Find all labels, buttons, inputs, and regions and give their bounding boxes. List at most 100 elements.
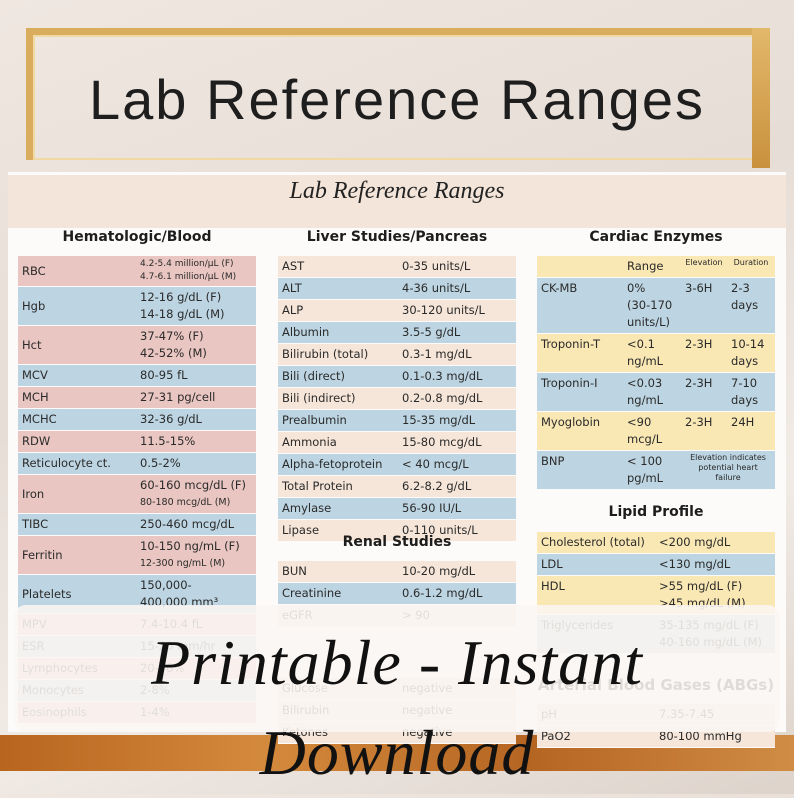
table-cell: Elevation indicates potential heart fail… [681, 451, 775, 489]
cell-text: 4.2-5.4 million/µL (F) [140, 259, 234, 269]
table-cell: < 40 mcg/L [398, 454, 516, 475]
table-row: CK-MB 0% (30-170 units/L) 3-6H 2-3 days [537, 278, 775, 334]
section-table: Range Elevation Duration CK-MB 0% (30-170 unit… [537, 256, 775, 490]
table-cell: MCV [18, 365, 136, 386]
table-row: ALT 4-36 units/L [278, 278, 516, 300]
table-cell: 15-80 mcg/dL [398, 432, 516, 453]
cell-text: 80-95 fL [140, 368, 188, 382]
cell-text: MCV [22, 368, 48, 382]
cell-text: Bili (indirect) [282, 391, 356, 405]
cell-text: 0.3-1 mg/dL [402, 347, 472, 361]
cell-text: 12-300 ng/mL (M) [140, 558, 226, 569]
cell-text: units/L) [627, 315, 671, 329]
cell-text: Alpha-fetoprotein [282, 457, 383, 471]
table-cell: 0% (30-170 units/L) [623, 278, 681, 333]
table-cell: Ammonia [278, 432, 398, 453]
cell-text: PaO2 [541, 729, 571, 743]
cell-text: Troponin-I [541, 376, 598, 390]
table-cell: < 100 pg/mL [623, 451, 681, 489]
table-cell: Bilirubin (total) [278, 344, 398, 365]
table-cell: 0.5-2% [136, 453, 256, 474]
cell-text: ALP [282, 303, 304, 317]
cell-text: mcg/L [627, 432, 663, 446]
table-cell: Ferritin [18, 536, 136, 574]
table-cell: 80-100 mmHg [655, 726, 775, 747]
cell-text: Platelets [22, 586, 72, 601]
cell-text: <200 mg/dL [659, 535, 731, 549]
cell-text: < 40 mcg/L [402, 457, 469, 471]
cell-text: Hct [22, 337, 42, 352]
cell-text: Range [627, 259, 664, 273]
table-cell: 27-31 pg/cell [136, 387, 256, 408]
table-cell: Range [623, 256, 681, 277]
table-cell: 250-460 mcg/dL [136, 514, 256, 535]
cell-text: < 100 [627, 454, 663, 468]
table-row: ALP 30-120 units/L [278, 300, 516, 322]
cell-text: 42-52% (M) [140, 346, 207, 360]
cell-text: BNP [541, 454, 565, 468]
table-row: LDL <130 mg/dL [537, 554, 775, 576]
table-cell: Hgb [18, 287, 136, 325]
cell-text: <0.03 [627, 376, 663, 390]
table-row: AST 0-35 units/L [278, 256, 516, 278]
cell-text: 60-160 mcg/dL (F) [140, 478, 247, 492]
cell-text: >55 mg/dL (F) [659, 579, 743, 593]
cell-text: 2-3H [685, 376, 713, 390]
table-row: Alpha-fetoprotein < 40 mcg/L [278, 454, 516, 476]
table-cell: BUN [278, 561, 398, 582]
table-cell: 10-14 days [727, 334, 775, 372]
cell-text: Duration [733, 258, 769, 267]
cell-text: 0-35 units/L [402, 259, 471, 273]
table-cell: 60-160 mcg/dL (F) 80-180 mcg/dL (M) [136, 475, 256, 513]
cell-text: 27-31 pg/cell [140, 390, 216, 404]
cell-text: Ammonia [282, 435, 337, 449]
table-cell: Myoglobin [537, 412, 623, 450]
table-cell: 0-110 units/L [398, 520, 516, 541]
gold-frame-edge [752, 28, 770, 168]
table-row: Iron 60-160 mcg/dL (F) 80-180 mcg/dL (M) [18, 475, 256, 514]
cell-text: 0.5-2% [140, 456, 181, 470]
table-cell: 7-10 days [727, 373, 775, 411]
table-cell: Amylase [278, 498, 398, 519]
table-cell: 10-20 mg/dL [398, 561, 516, 582]
cell-text: Myoglobin [541, 415, 601, 429]
table-cell: 2-3 days [727, 278, 775, 333]
cell-text: Creatinine [282, 586, 342, 600]
cell-text: 2-3H [685, 415, 713, 429]
table-cell: Alpha-fetoprotein [278, 454, 398, 475]
table-row: BNP < 100 pg/mL Elevation indicates potenti… [537, 451, 775, 490]
table-cell: BNP [537, 451, 623, 489]
cell-text: 30-120 units/L [402, 303, 485, 317]
cell-text: Reticulocyte ct. [22, 456, 111, 470]
section-title: Hematologic/Blood [62, 229, 212, 245]
table-row: BUN 10-20 mg/dL [278, 561, 516, 583]
table-cell: 12-16 g/dL (F) 14-18 g/dL (M) [136, 287, 256, 325]
table-cell: 2-3H [681, 334, 727, 372]
table-row: TIBC 250-460 mcg/dL [18, 514, 256, 536]
table-cell: ALP [278, 300, 398, 321]
table-cell: TIBC [18, 514, 136, 535]
table-cell: AST [278, 256, 398, 277]
cell-text: Lipase [282, 523, 320, 537]
table-cell: 0.6-1.2 mg/dL [398, 583, 516, 604]
cell-text: RBC [22, 263, 46, 278]
cell-text: 10-150 ng/mL (F) [140, 539, 240, 553]
cell-text: HDL [541, 579, 565, 593]
table-cell: ALT [278, 278, 398, 299]
table-row: Amylase 56-90 IU/L [278, 498, 516, 520]
table-cell: 15-35 mg/dL [398, 410, 516, 431]
cell-text: 14-18 g/dL (M) [140, 307, 225, 321]
table-cell [537, 256, 623, 277]
cell-text: 56-90 IU/L [402, 501, 462, 515]
table-cell: 2-3H [681, 412, 727, 450]
table-row: Bili (indirect) 0.2-0.8 mg/dL [278, 388, 516, 410]
table-row: Ammonia 15-80 mcg/dL [278, 432, 516, 454]
cell-text: <90 [627, 415, 652, 429]
overlay-text: Printable - Instant Download [151, 627, 643, 788]
cell-text: 80-180 mcg/dL (M) [140, 497, 231, 508]
table-cell: RBC [18, 256, 136, 286]
sheet-header [8, 175, 786, 228]
table-cell: 32-36 g/dL [136, 409, 256, 430]
table-row: Reticulocyte ct. 0.5-2% [18, 453, 256, 475]
